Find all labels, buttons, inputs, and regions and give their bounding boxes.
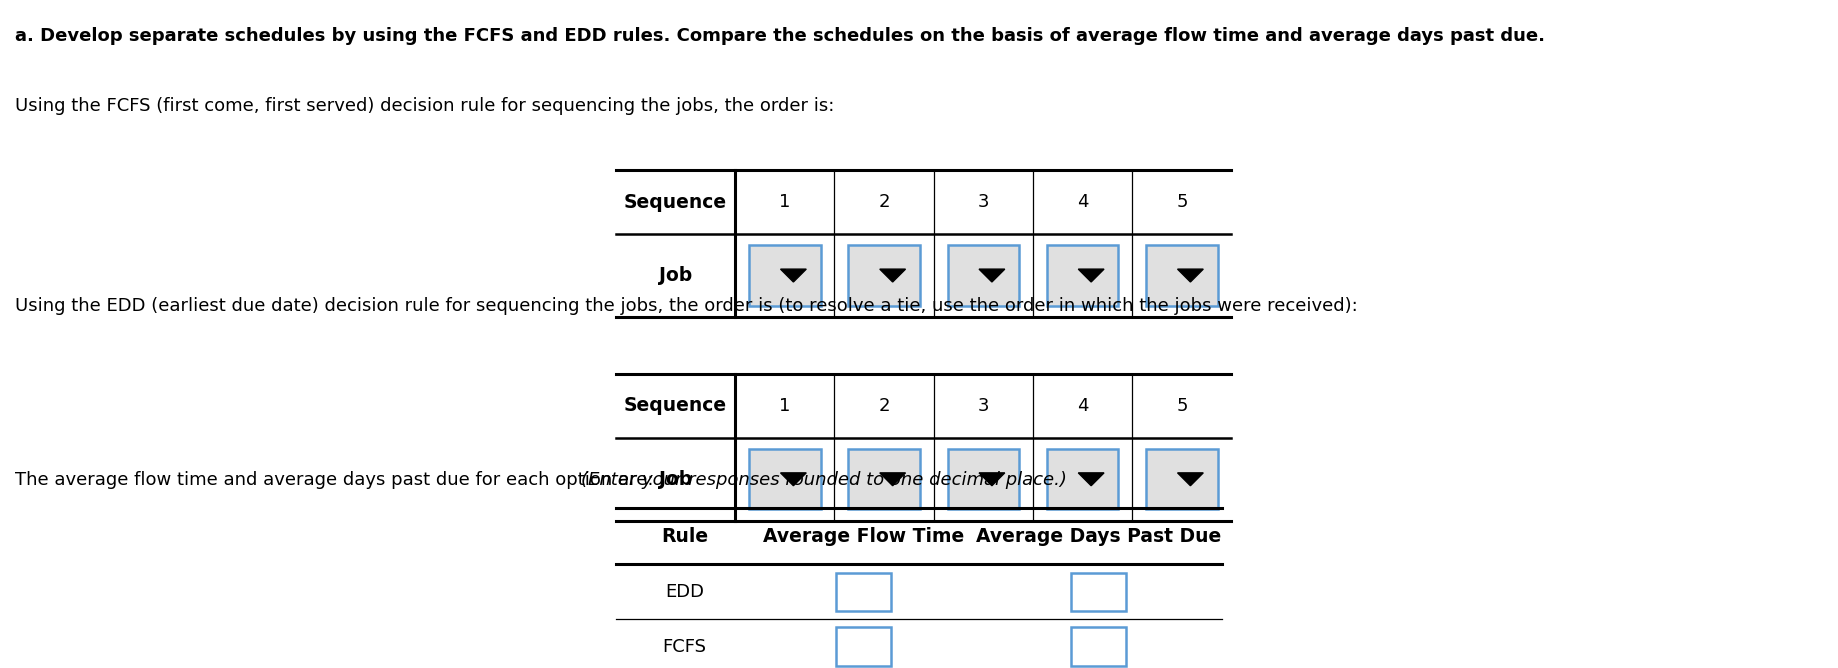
Polygon shape xyxy=(781,269,807,282)
Text: 3: 3 xyxy=(978,193,989,211)
Text: 1: 1 xyxy=(779,397,790,415)
Text: 2: 2 xyxy=(879,397,890,415)
Text: Using the EDD (earliest due date) decision rule for sequencing the jobs, the ord: Using the EDD (earliest due date) decisi… xyxy=(15,297,1358,315)
Polygon shape xyxy=(980,269,1005,282)
Polygon shape xyxy=(1178,269,1204,282)
Text: 2: 2 xyxy=(879,193,890,211)
FancyBboxPatch shape xyxy=(1070,627,1125,666)
Polygon shape xyxy=(980,473,1005,486)
Text: FCFS: FCFS xyxy=(664,638,706,655)
FancyBboxPatch shape xyxy=(849,449,919,509)
FancyBboxPatch shape xyxy=(1070,572,1125,611)
FancyBboxPatch shape xyxy=(750,449,820,509)
FancyBboxPatch shape xyxy=(1048,245,1118,306)
Text: 3: 3 xyxy=(978,397,989,415)
Text: Sequence: Sequence xyxy=(623,396,728,415)
Text: 1: 1 xyxy=(779,193,790,211)
Polygon shape xyxy=(1079,473,1105,486)
FancyBboxPatch shape xyxy=(836,572,891,611)
Text: 5: 5 xyxy=(1176,193,1187,211)
Text: Sequence: Sequence xyxy=(623,192,728,212)
Text: EDD: EDD xyxy=(665,583,704,601)
Polygon shape xyxy=(781,473,807,486)
FancyBboxPatch shape xyxy=(836,627,891,666)
Text: Average Flow Time: Average Flow Time xyxy=(763,526,965,546)
FancyBboxPatch shape xyxy=(948,245,1018,306)
Text: Rule: Rule xyxy=(662,526,708,546)
FancyBboxPatch shape xyxy=(948,449,1018,509)
Text: 4: 4 xyxy=(1077,193,1088,211)
FancyBboxPatch shape xyxy=(1147,449,1217,509)
Polygon shape xyxy=(1178,473,1204,486)
Text: The average flow time and average days past due for each option are:: The average flow time and average days p… xyxy=(15,471,660,489)
Text: 5: 5 xyxy=(1176,397,1187,415)
Text: Using the FCFS (first come, first served) decision rule for sequencing the jobs,: Using the FCFS (first come, first served… xyxy=(15,97,834,115)
Text: (Enter your responses rounded to one decimal place.): (Enter your responses rounded to one dec… xyxy=(581,471,1066,489)
Polygon shape xyxy=(880,473,906,486)
Text: Job: Job xyxy=(658,470,693,489)
FancyBboxPatch shape xyxy=(849,245,919,306)
FancyBboxPatch shape xyxy=(1147,245,1217,306)
Polygon shape xyxy=(880,269,906,282)
Text: 4: 4 xyxy=(1077,397,1088,415)
Text: Average Days Past Due: Average Days Past Due xyxy=(976,526,1220,546)
Polygon shape xyxy=(1079,269,1105,282)
Text: a. Develop separate schedules by using the FCFS and EDD rules. Compare the sched: a. Develop separate schedules by using t… xyxy=(15,27,1544,45)
Text: Job: Job xyxy=(658,266,693,285)
FancyBboxPatch shape xyxy=(750,245,820,306)
FancyBboxPatch shape xyxy=(1048,449,1118,509)
